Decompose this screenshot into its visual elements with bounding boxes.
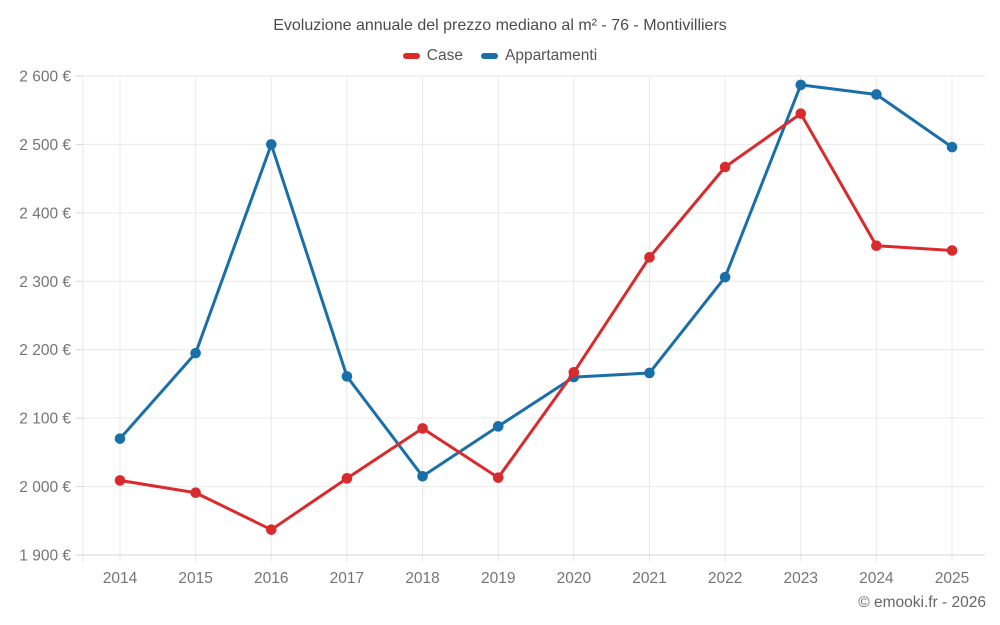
data-point-case-2023[interactable] [795,108,807,119]
series-line-appartamenti [118,83,954,478]
footer-credit: © emooki.fr - 2026 [858,594,986,611]
data-point-appartamenti-2021[interactable] [644,367,655,379]
legend-label: Appartamenti [504,47,598,64]
y-tick-label: 2 000 € [19,479,71,496]
legend-item-appartamenti[interactable]: Appartamenti [480,47,598,65]
y-tick-label: 2 300 € [19,274,71,291]
y-tick-label: 2 500 € [19,137,71,154]
x-tick-label: 2016 [254,570,288,587]
data-point-appartamenti-2016[interactable] [265,139,277,150]
data-point-case-2018[interactable] [417,423,428,434]
data-point-case-2025[interactable] [946,245,958,256]
data-point-case-2014[interactable] [114,475,126,486]
data-point-case-2022[interactable] [719,161,731,173]
x-tick-label: 2018 [405,570,439,587]
y-tick-label: 2 100 € [19,411,71,428]
data-point-appartamenti-2017[interactable] [341,371,353,382]
data-point-appartamenti-2018[interactable] [417,471,428,482]
x-tick-label: 2025 [935,570,969,587]
x-tick-label: 2017 [330,570,364,587]
x-tick-label: 2023 [784,570,818,587]
data-point-case-2017[interactable] [341,473,353,484]
legend-marker-icon [480,53,498,59]
x-tick-label: 2021 [632,570,666,587]
data-point-appartamenti-2025[interactable] [946,141,958,153]
y-tick-label: 2 600 € [19,69,71,86]
series-line-case [118,112,954,532]
chart-legend: Case Appartamenti [0,47,1000,65]
x-tick-label: 2015 [178,570,212,587]
legend-label: Case [426,47,463,64]
data-point-appartamenti-2024[interactable] [871,89,882,100]
x-tick-label: 2019 [481,570,515,587]
data-point-case-2015[interactable] [190,487,201,499]
y-tick-label: 2 400 € [19,205,71,222]
data-point-case-2016[interactable] [265,524,277,535]
x-tick-label: 2014 [103,570,138,587]
y-tick-label: 2 200 € [19,342,71,359]
data-point-case-2021[interactable] [644,252,655,263]
x-tick-label: 2024 [859,570,894,587]
data-point-case-2019[interactable] [492,472,504,483]
legend-marker-icon [402,53,420,59]
x-tick-label: 2020 [557,570,592,587]
y-tick-label: 1 900 € [19,548,71,565]
data-point-appartamenti-2014[interactable] [114,433,126,444]
data-point-appartamenti-2015[interactable] [190,347,201,359]
data-point-case-2020[interactable] [568,366,580,378]
chart-title: Evoluzione annuale del prezzo mediano al… [273,17,727,34]
data-point-case-2024[interactable] [871,240,882,252]
data-point-appartamenti-2019[interactable] [492,421,504,432]
data-point-appartamenti-2023[interactable] [795,79,807,91]
legend-item-case[interactable]: Case [402,47,463,65]
x-tick-label: 2022 [708,570,742,587]
data-point-appartamenti-2022[interactable] [719,271,731,283]
